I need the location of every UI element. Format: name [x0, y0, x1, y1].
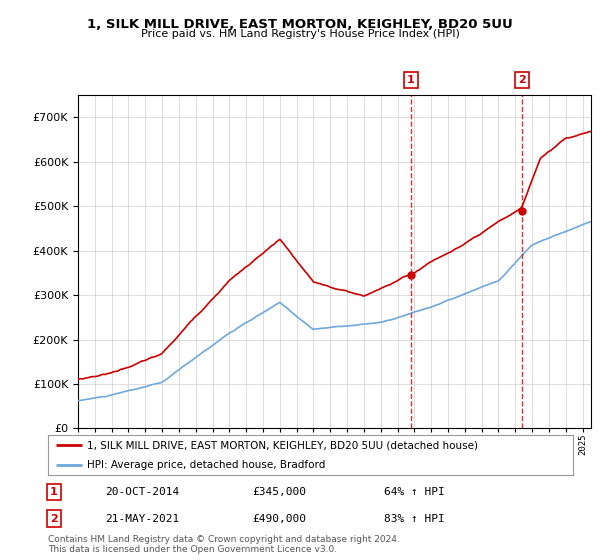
- Text: £490,000: £490,000: [252, 514, 306, 524]
- Text: 64% ↑ HPI: 64% ↑ HPI: [384, 487, 445, 497]
- Text: 1, SILK MILL DRIVE, EAST MORTON, KEIGHLEY, BD20 5UU: 1, SILK MILL DRIVE, EAST MORTON, KEIGHLE…: [87, 18, 513, 31]
- Text: 83% ↑ HPI: 83% ↑ HPI: [384, 514, 445, 524]
- Text: Contains HM Land Registry data © Crown copyright and database right 2024.: Contains HM Land Registry data © Crown c…: [48, 535, 400, 544]
- Text: 1: 1: [50, 487, 58, 497]
- Text: 2: 2: [50, 514, 58, 524]
- Text: HPI: Average price, detached house, Bradford: HPI: Average price, detached house, Brad…: [88, 460, 326, 470]
- Text: 1: 1: [407, 75, 415, 85]
- Text: 2: 2: [518, 75, 526, 85]
- Text: 21-MAY-2021: 21-MAY-2021: [105, 514, 179, 524]
- Text: £345,000: £345,000: [252, 487, 306, 497]
- Text: Price paid vs. HM Land Registry's House Price Index (HPI): Price paid vs. HM Land Registry's House …: [140, 29, 460, 39]
- Text: 1, SILK MILL DRIVE, EAST MORTON, KEIGHLEY, BD20 5UU (detached house): 1, SILK MILL DRIVE, EAST MORTON, KEIGHLE…: [88, 441, 478, 450]
- Text: 20-OCT-2014: 20-OCT-2014: [105, 487, 179, 497]
- Text: This data is licensed under the Open Government Licence v3.0.: This data is licensed under the Open Gov…: [48, 545, 337, 554]
